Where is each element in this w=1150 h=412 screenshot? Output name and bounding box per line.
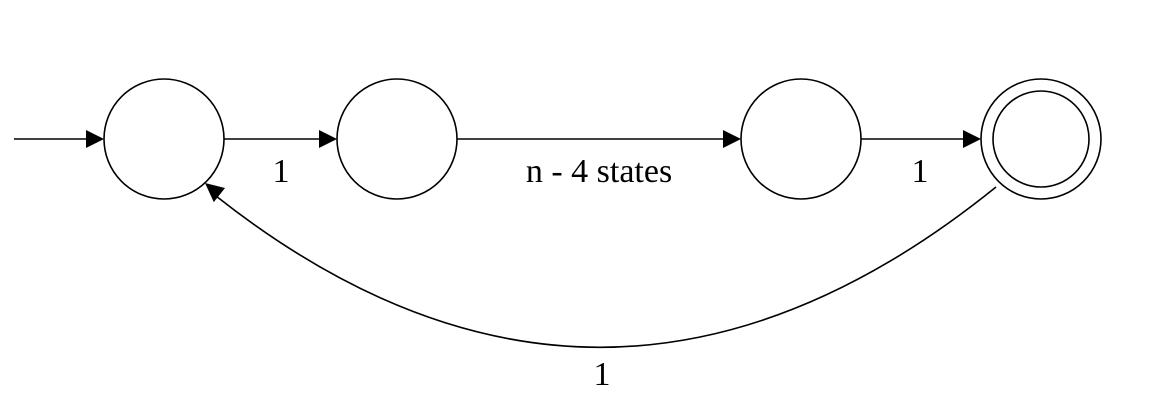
transition-q1-q2-label: n - 4 states — [526, 153, 672, 190]
state-q2 — [740, 78, 862, 200]
transition-q3-q0 — [205, 183, 997, 349]
state-q0 — [103, 78, 225, 200]
transition-q2-q3 — [861, 130, 981, 148]
start-arrow — [14, 130, 104, 148]
transition-q3-q0-label: 1 — [594, 356, 611, 393]
transition-q1-q2 — [457, 130, 741, 148]
transition-q0-q1 — [224, 130, 337, 148]
transition-q2-q3-label: 1 — [912, 153, 929, 190]
state-q1 — [336, 78, 458, 200]
transition-q0-q1-label: 1 — [273, 153, 290, 190]
state-q3-accepting — [980, 78, 1102, 200]
